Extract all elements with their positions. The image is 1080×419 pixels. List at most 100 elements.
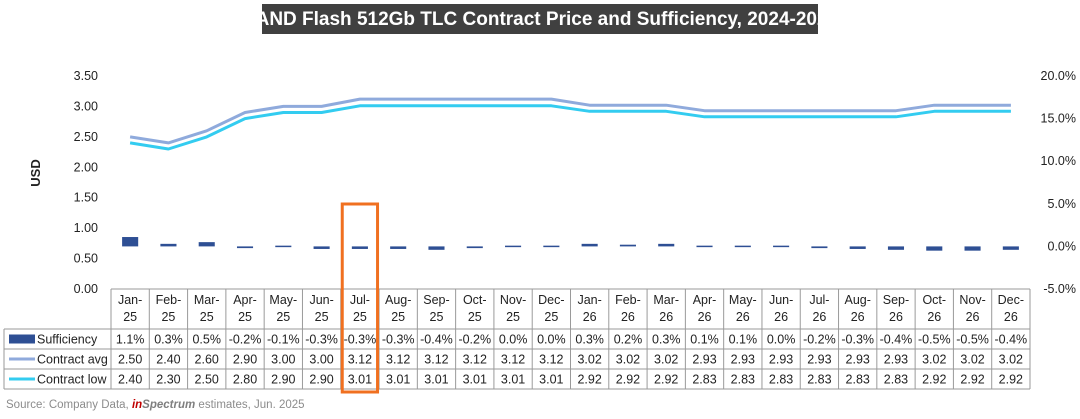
category-label: Apr- <box>693 293 717 307</box>
price-lines <box>129 97 1011 151</box>
y2-tick-label: 0.0% <box>1048 239 1077 253</box>
data-label: 3.12 <box>501 353 525 367</box>
data-label: 3.12 <box>539 353 563 367</box>
category-label: 25 <box>506 310 520 324</box>
data-label: 3.02 <box>922 353 946 367</box>
row-label: Sufficiency <box>37 333 98 347</box>
category-label: 26 <box>659 310 673 324</box>
chart-title: NAND Flash 512Gb TLC Contract Price and … <box>242 9 839 30</box>
data-label: 0.1% <box>690 333 719 347</box>
source-note: Source: Company Data, inSpectrum estimat… <box>6 399 305 411</box>
data-label: 2.50 <box>195 373 219 387</box>
data-label: 3.02 <box>616 353 640 367</box>
contract-avg-line <box>129 97 1011 145</box>
data-label: 3.01 <box>386 373 410 387</box>
y2-tick-label: 5.0% <box>1048 197 1077 211</box>
source-brand-in: in <box>131 399 143 411</box>
sufficiency-bar <box>734 245 751 248</box>
category-label: 26 <box>774 310 788 324</box>
legend-key-sufficiency <box>9 334 35 344</box>
category-label: May- <box>269 293 297 307</box>
sufficiency-bar <box>1002 246 1019 250</box>
sufficiency-bar <box>313 246 330 249</box>
data-label: 2.92 <box>654 373 678 387</box>
y2-tick-label: 20.0% <box>1041 69 1076 83</box>
category-label: 25 <box>391 310 405 324</box>
y-tick-label: 2.00 <box>74 160 98 174</box>
category-label: 26 <box>851 310 865 324</box>
category-label: 25 <box>161 310 175 324</box>
data-label: 3.01 <box>539 373 563 387</box>
category-label: Aug- <box>844 293 870 307</box>
category-label: 26 <box>698 310 712 324</box>
data-label: 3.00 <box>271 353 295 367</box>
category-label: 25 <box>200 310 214 324</box>
y2-axis-ticks: 20.0% 15.0% 10.0% 5.0% 0.0% -5.0% <box>1041 69 1076 296</box>
data-label: 3.02 <box>654 353 678 367</box>
data-label: 2.92 <box>922 373 946 387</box>
sufficiency-bar <box>696 245 713 248</box>
y2-tick-label: 15.0% <box>1041 112 1076 126</box>
data-label: 0.0% <box>537 333 566 347</box>
y-tick-label: 2.50 <box>74 130 98 144</box>
sufficiency-bar <box>428 246 445 250</box>
category-label: 25 <box>123 310 137 324</box>
category-label: 26 <box>927 310 941 324</box>
x-axis-category-labels: Jan- 25 Feb- 25 Mar- 25 Apr- 25 May- 25 Jun- 25 Jul-… <box>118 293 1024 324</box>
data-label: 3.01 <box>348 373 372 387</box>
category-label: Apr- <box>233 293 257 307</box>
data-label: -0.3% <box>344 333 377 347</box>
category-label: Feb- <box>615 293 641 307</box>
data-label: 2.93 <box>807 353 831 367</box>
data-table-cells: 1.1% 0.3% 0.5% -0.2% -0.1% -0.3% -0.3% -0.3% -0.… <box>116 333 1027 387</box>
category-label: Nov- <box>500 293 526 307</box>
y-tick-label: 1.00 <box>74 221 98 235</box>
sufficiency-bar <box>505 245 522 248</box>
category-label: 25 <box>276 310 290 324</box>
data-label: 0.1% <box>729 333 758 347</box>
category-label: May- <box>729 293 757 307</box>
data-label: -0.4% <box>880 333 913 347</box>
y-tick-label: 1.50 <box>74 191 98 205</box>
data-label: 2.83 <box>807 373 831 387</box>
data-label: -0.2% <box>803 333 836 347</box>
data-label: 3.12 <box>386 353 410 367</box>
data-label: 3.01 <box>501 373 525 387</box>
sufficiency-bar <box>658 243 675 247</box>
data-label: 2.40 <box>118 373 142 387</box>
sufficiency-bar <box>236 246 254 249</box>
contract-low-line <box>129 104 1011 151</box>
sufficiency-bar <box>887 246 905 250</box>
data-label: 0.3% <box>575 333 604 347</box>
sufficiency-bar <box>122 237 139 247</box>
data-label: 2.80 <box>233 373 257 387</box>
data-label: 3.02 <box>577 353 601 367</box>
y2-tick-label: 10.0% <box>1041 154 1076 168</box>
data-label: 2.30 <box>156 373 180 387</box>
sufficiency-bar <box>811 246 828 249</box>
sufficiency-bar <box>773 245 790 248</box>
data-label: 2.92 <box>616 373 640 387</box>
category-label: 26 <box>889 310 903 324</box>
data-label: -0.5% <box>956 333 989 347</box>
data-label: 2.92 <box>999 373 1023 387</box>
category-label: Mar- <box>653 293 679 307</box>
category-label: Feb- <box>156 293 182 307</box>
data-label: 2.40 <box>156 353 180 367</box>
category-label: 26 <box>966 310 980 324</box>
source-prefix: Source: Company Data, <box>6 399 129 411</box>
data-label: -0.3% <box>382 333 415 347</box>
data-label: 2.93 <box>692 353 716 367</box>
data-label: 2.93 <box>731 353 755 367</box>
category-label: Jan- <box>577 293 601 307</box>
data-label: -0.5% <box>918 333 951 347</box>
category-label: Sep- <box>883 293 909 307</box>
data-label: 2.83 <box>769 373 793 387</box>
data-label: 2.83 <box>884 373 908 387</box>
category-label: Oct- <box>463 293 487 307</box>
category-label: 25 <box>544 310 558 324</box>
data-label: -0.3% <box>305 333 338 347</box>
category-label: Jun- <box>769 293 793 307</box>
y-axis-ticks: 3.50 3.00 2.50 2.00 1.50 1.00 0.50 0.00 <box>74 69 98 296</box>
